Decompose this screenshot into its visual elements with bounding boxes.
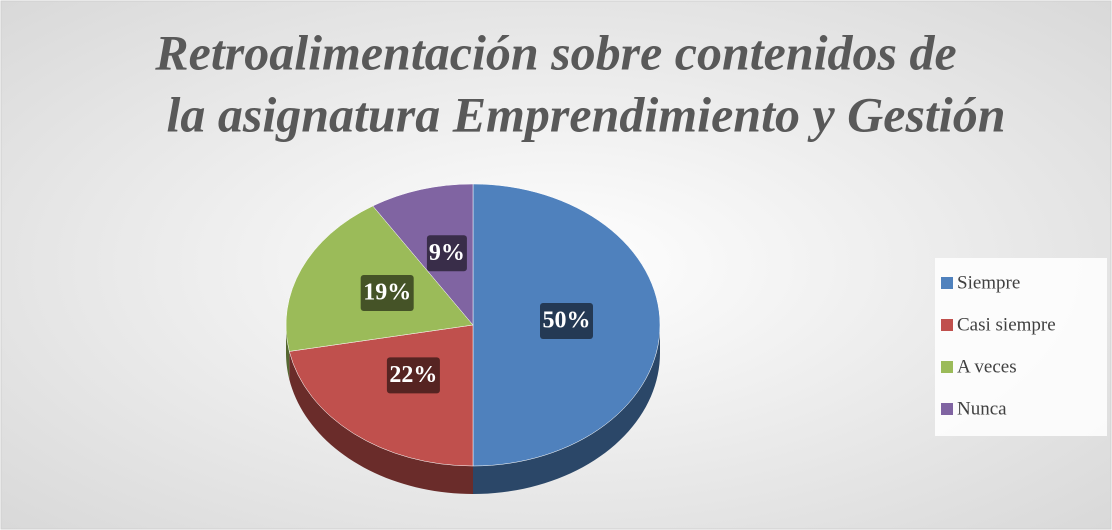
legend-swatch: [941, 361, 953, 373]
legend-swatch: [941, 403, 953, 415]
pie-slice: [372, 183, 474, 326]
legend-swatch: [941, 319, 953, 331]
pie-side: [473, 325, 660, 494]
data-label: 9%: [429, 240, 465, 266]
data-label: 50%: [543, 308, 591, 334]
legend-label: A veces: [957, 356, 1017, 377]
legend-label: Siempre: [957, 272, 1020, 293]
legend-label: Casi siempre: [957, 314, 1056, 335]
data-label: 19%: [363, 280, 411, 306]
data-label: 22%: [389, 362, 437, 388]
chart-title: la asignatura Emprendimiento y Gestión: [166, 86, 1005, 142]
pie-side: [289, 351, 473, 494]
data-label-box: [386, 357, 440, 394]
legend-box: [935, 258, 1107, 436]
data-label-box: [540, 303, 593, 339]
legend-label: Nunca: [957, 398, 1007, 419]
data-label-box: [426, 235, 467, 272]
data-label-box: [360, 275, 414, 312]
legend-swatch: [941, 277, 953, 289]
chart-title: Retroalimentación sobre contenidos de: [154, 24, 956, 80]
